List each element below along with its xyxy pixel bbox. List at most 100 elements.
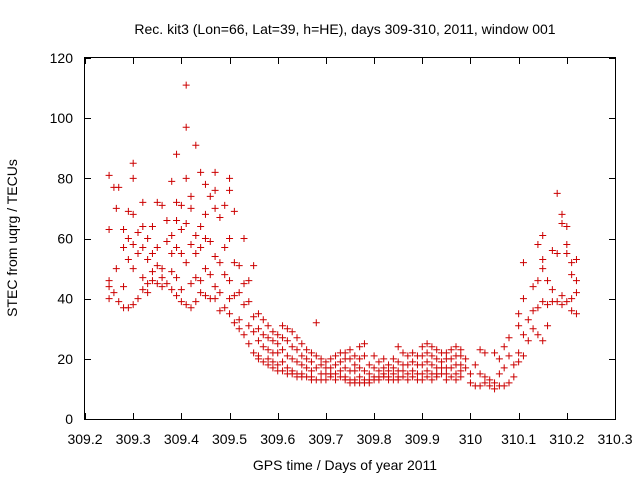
data-point: [110, 289, 118, 297]
data-point: [124, 256, 132, 264]
data-point: [534, 304, 542, 312]
data-point: [418, 343, 426, 351]
data-point: [182, 301, 190, 309]
data-point: [112, 265, 120, 273]
data-point: [182, 81, 190, 89]
data-point: [211, 204, 219, 212]
data-point: [288, 355, 296, 363]
data-point: [153, 280, 161, 288]
data-point: [177, 298, 185, 306]
data-point: [221, 244, 229, 252]
data-point: [539, 298, 547, 306]
data-point: [254, 337, 262, 345]
x-tick-label: 309.7: [308, 431, 343, 447]
data-point: [283, 364, 291, 372]
y-tick-label: 60: [57, 231, 73, 247]
data-point: [476, 382, 484, 390]
data-point: [269, 358, 277, 366]
data-point: [173, 150, 181, 158]
data-point: [336, 367, 344, 375]
data-point: [259, 316, 267, 324]
data-point: [452, 370, 460, 378]
data-point: [134, 295, 142, 303]
data-point: [544, 301, 552, 309]
data-point: [558, 210, 566, 218]
data-point: [428, 343, 436, 351]
data-point: [283, 352, 291, 360]
data-point: [158, 265, 166, 273]
data-point: [476, 370, 484, 378]
data-point: [221, 201, 229, 209]
data-point: [519, 259, 527, 267]
data-point: [351, 367, 359, 375]
data-point: [254, 325, 262, 333]
data-point: [105, 225, 113, 233]
data-point: [216, 259, 224, 267]
data-point: [375, 376, 383, 384]
data-point: [235, 316, 243, 324]
data-point: [568, 295, 576, 303]
data-point: [264, 346, 272, 354]
data-point: [144, 280, 152, 288]
data-point: [163, 216, 171, 224]
data-point: [139, 244, 147, 252]
data-point: [177, 225, 185, 233]
data-point: [192, 298, 200, 306]
data-point: [385, 367, 393, 375]
data-point: [423, 358, 431, 366]
y-tick-label: 80: [57, 170, 73, 186]
data-point: [442, 376, 450, 384]
data-point: [216, 213, 224, 221]
data-point: [312, 364, 320, 372]
data-point: [447, 373, 455, 381]
data-point: [163, 280, 171, 288]
data-point: [351, 352, 359, 360]
data-point: [462, 364, 470, 372]
data-point: [505, 352, 513, 360]
data-point: [192, 274, 200, 282]
data-point: [269, 364, 277, 372]
x-axis-label: GPS time / Days of year 2011: [253, 457, 437, 473]
data-point: [500, 382, 508, 390]
data-point: [534, 331, 542, 339]
data-point: [558, 301, 566, 309]
data-point: [230, 207, 238, 215]
data-point: [365, 379, 373, 387]
x-tick-label: 310.1: [501, 431, 536, 447]
data-point: [173, 198, 181, 206]
data-point: [409, 367, 417, 375]
data-point: [553, 298, 561, 306]
data-point: [452, 376, 460, 384]
data-point: [375, 358, 383, 366]
data-point: [534, 241, 542, 249]
data-point: [370, 364, 378, 372]
data-point: [230, 319, 238, 327]
x-tick-label: 310.2: [549, 431, 584, 447]
data-point: [303, 364, 311, 372]
data-point: [515, 322, 523, 330]
data-point: [457, 352, 465, 360]
data-point: [457, 346, 465, 354]
data-point: [129, 241, 137, 249]
data-point: [129, 159, 137, 167]
data-point: [288, 343, 296, 351]
data-point: [491, 385, 499, 393]
data-point: [462, 355, 470, 363]
data-point: [572, 277, 580, 285]
data-point: [245, 277, 253, 285]
data-point: [322, 358, 330, 366]
data-point: [418, 361, 426, 369]
data-point: [201, 265, 209, 273]
data-point: [134, 250, 142, 258]
data-point: [356, 364, 364, 372]
data-point: [129, 210, 137, 218]
data-point: [192, 250, 200, 258]
data-point: [120, 225, 128, 233]
data-point: [332, 361, 340, 369]
data-point: [341, 364, 349, 372]
data-point: [230, 292, 238, 300]
data-point: [428, 376, 436, 384]
data-point: [226, 174, 234, 182]
data-point: [312, 319, 320, 327]
data-point: [206, 271, 214, 279]
